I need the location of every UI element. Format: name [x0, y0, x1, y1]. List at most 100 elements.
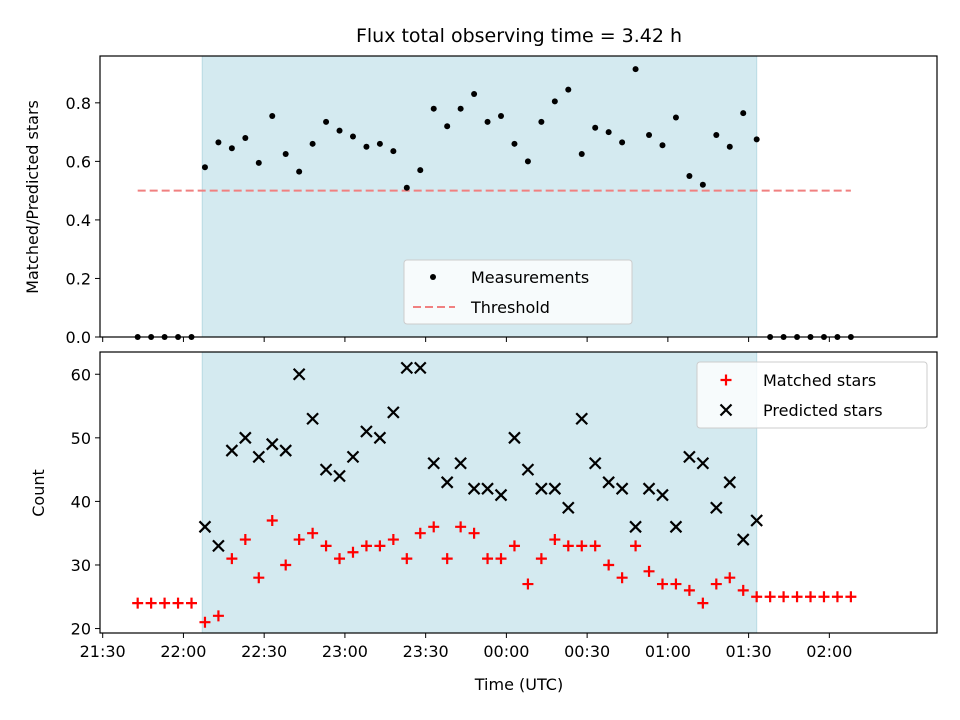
measurement-point	[457, 105, 464, 112]
matched-star-point	[845, 591, 857, 603]
predicted-star-point	[387, 406, 400, 419]
measurement-point	[699, 181, 706, 188]
measurement-point	[592, 124, 599, 131]
predicted-star-point	[252, 450, 266, 464]
measurement-point	[524, 158, 531, 165]
measurement-point	[672, 114, 679, 121]
measurement-point	[538, 118, 545, 125]
matched-star-point	[630, 540, 642, 552]
predicted-star-point	[562, 501, 575, 515]
matched-star-point	[656, 578, 668, 590]
measurement-point	[551, 98, 558, 105]
predicted-star-point	[212, 539, 225, 553]
legend-marker-matched	[720, 374, 732, 386]
matched-star-point	[737, 584, 749, 596]
matched-star-point	[253, 572, 265, 584]
measurement-point	[726, 143, 733, 150]
predicted-star-point	[346, 450, 360, 464]
predicted-star-point	[521, 463, 535, 476]
predicted-star-point	[306, 412, 319, 426]
predicted-star-point	[333, 469, 346, 483]
chart-title: Flux total observing time = 3.42 h	[356, 25, 682, 47]
matched-star-point	[495, 553, 507, 565]
x-tick-label: 23:00	[322, 642, 368, 661]
matched-star-point	[401, 553, 413, 565]
matched-star-point	[226, 553, 238, 565]
x-tick-label: 02:00	[806, 642, 852, 661]
measurement-point	[471, 91, 478, 98]
predicted-star-point	[373, 431, 387, 445]
matched-star-point	[199, 616, 211, 628]
measurement-point	[686, 173, 693, 180]
predicted-star-point	[467, 482, 481, 495]
measurement-point	[619, 139, 626, 146]
matched-star-point	[414, 527, 426, 539]
predicted-star-point	[198, 520, 212, 534]
matched-star-point	[360, 540, 372, 552]
measurement-point	[713, 132, 720, 139]
measurement-point	[511, 140, 518, 147]
x-tick-label: 00:00	[483, 642, 529, 661]
y-tick-label: 0.2	[66, 269, 91, 288]
top-panel: 0.0 0.2 0.4 0.6 0.8 Measurements Threshold	[66, 55, 938, 347]
shaded-region	[201, 351, 758, 634]
matched-star-point	[603, 559, 615, 571]
matched-star-point	[831, 591, 843, 603]
y-tick-label: 50	[71, 429, 91, 448]
measurement-point	[753, 136, 760, 143]
measurement-point	[242, 134, 249, 141]
y-tick-label: 0.8	[66, 94, 91, 113]
predicted-star-point	[656, 488, 669, 502]
matched-star-point	[428, 521, 440, 533]
y-tick-label: 0.0	[66, 328, 91, 347]
predicted-star-point	[319, 463, 333, 476]
matched-star-point	[576, 540, 588, 552]
matched-star-point	[482, 553, 494, 565]
top-y-axis-label: Matched/Predicted stars	[23, 100, 42, 294]
axes-frame	[99, 351, 938, 634]
x-tick-label: 22:30	[241, 642, 287, 661]
y-tick-label: 0.4	[66, 211, 91, 230]
measurement-point	[309, 140, 316, 147]
x-tick-label: 01:00	[645, 642, 691, 661]
matched-star-point	[280, 559, 292, 571]
matched-star-point	[441, 553, 453, 565]
x-tick-label: 22:00	[160, 642, 206, 661]
measurement-point	[255, 159, 262, 166]
measurement-point	[417, 167, 424, 174]
predicted-star-point	[535, 482, 548, 495]
matched-star-point	[307, 527, 319, 539]
measurement-point	[323, 118, 330, 125]
matched-star-point	[455, 521, 467, 533]
legend-label-threshold: Threshold	[470, 298, 550, 317]
matched-star-point	[293, 534, 305, 546]
x-axis-label: Time (UTC)	[474, 675, 563, 694]
matched-star-point	[697, 597, 709, 609]
measurement-point	[403, 184, 410, 191]
predicted-star-point	[413, 361, 427, 375]
predicted-star-point	[508, 431, 521, 445]
matched-star-point	[535, 553, 547, 565]
matched-star-point	[549, 534, 561, 546]
x-tick-label: 00:30	[564, 642, 610, 661]
measurement-point	[444, 123, 451, 130]
predicted-star-point	[683, 450, 696, 464]
measurement-point	[228, 145, 235, 152]
matched-star-point	[522, 578, 534, 590]
y-tick-label: 20	[71, 620, 91, 639]
measurement-point	[430, 105, 437, 112]
measurement-point	[376, 140, 383, 147]
predicted-star-point	[292, 367, 306, 381]
matched-star-point	[683, 584, 695, 596]
predicted-star-point	[427, 456, 441, 470]
predicted-star-point	[723, 476, 737, 489]
predicted-star-point	[750, 514, 763, 527]
predicted-star-point	[494, 488, 508, 502]
legend-marker-predicted	[719, 403, 733, 417]
measurement-point	[363, 143, 370, 150]
axes-frame	[99, 55, 938, 338]
matched-star-point	[132, 597, 144, 609]
predicted-star-point	[669, 520, 683, 534]
matched-star-point	[818, 591, 830, 603]
